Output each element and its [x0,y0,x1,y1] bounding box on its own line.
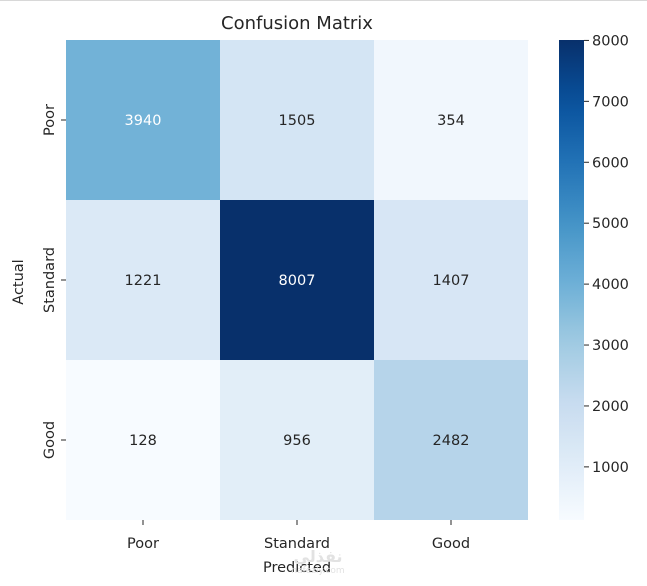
cell-value-label: 1407 [433,273,470,289]
cell-value-label: 354 [437,113,465,129]
x-tick-label: Good [432,536,470,552]
heatmap-cell [66,200,220,360]
top-divider [0,0,647,1]
cell-value-label: 1221 [125,273,162,289]
cell-value-label: 1505 [279,113,316,129]
x-axis-label: Predicted [263,560,331,576]
chart-title: Confusion Matrix [221,13,373,34]
colorbar-tick-label: 1000 [592,460,629,476]
colorbar-gradient [559,40,584,520]
heatmap-cells [66,40,528,520]
colorbar-tick-label: 4000 [592,277,629,293]
y-tick-label: Good [42,421,58,459]
heatmap-cell [220,360,374,520]
x-tick-label: Standard [264,536,330,552]
cell-value-label: 3940 [125,113,162,129]
colorbar-tick-label: 5000 [592,216,629,232]
colorbar-tick-label: 6000 [592,155,629,171]
colorbar-tick-label: 2000 [592,399,629,415]
heatmap-cell [374,360,528,520]
colorbar: 1000 2000 3000 4000 5000 6000 7000 8000 [559,33,629,520]
heatmap-cell [66,360,220,520]
y-tick-label: Poor [42,104,58,136]
heatmap-cell [374,200,528,360]
cell-value-label: 128 [129,433,157,449]
colorbar-tick-label: 7000 [592,94,629,110]
cell-value-label: 8007 [279,273,316,289]
heatmap-cell-labels: 3940 1505 354 1221 8007 1407 128 956 2482 [125,113,470,449]
heatmap-cell [220,40,374,200]
colorbar-tick-label: 3000 [592,338,629,354]
heatmap-cell [374,40,528,200]
y-axis-label: Actual [11,259,27,304]
y-tick-label: Standard [42,247,58,313]
cell-value-label: 2482 [433,433,470,449]
heatmap-cell [66,40,220,200]
x-tick-label: Poor [127,536,159,552]
cell-value-label: 956 [283,433,311,449]
heatmap-cell [220,200,374,360]
colorbar-tick-label: 8000 [592,33,629,49]
heatmap-axes: Poor Standard Good Poor Standard Good [42,104,470,552]
